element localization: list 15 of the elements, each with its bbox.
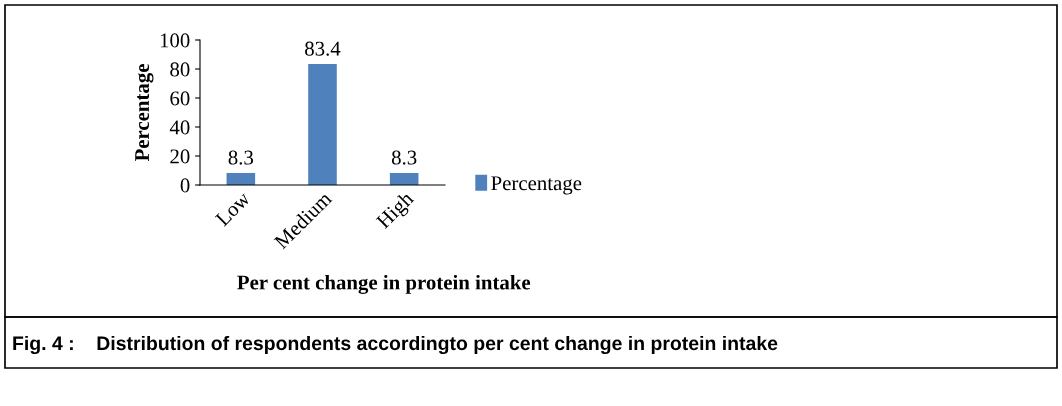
x-axis-title: Per cent change in protein intake [237, 274, 531, 294]
y-tick-label: 80 [170, 62, 190, 77]
y-tick-label: 60 [170, 91, 190, 106]
data-label: 83.4 [305, 41, 341, 56]
data-label: 8.3 [391, 150, 417, 165]
y-tick-label: 40 [169, 120, 190, 135]
caption: Fig. 4 : Distribution of respondents accordingto per cent change in protein intake [13, 335, 778, 355]
x-tick-label: Low [214, 190, 252, 227]
legend-label: Percentage [491, 176, 582, 195]
y-tick-label: 100 [160, 33, 190, 48]
y-tick-label: 0 [180, 178, 190, 193]
y-axis-title: Percentage [135, 64, 154, 162]
x-tick-label: High [375, 190, 418, 233]
y-tick-label: 20 [170, 149, 190, 164]
data-label: 8.3 [228, 150, 254, 165]
